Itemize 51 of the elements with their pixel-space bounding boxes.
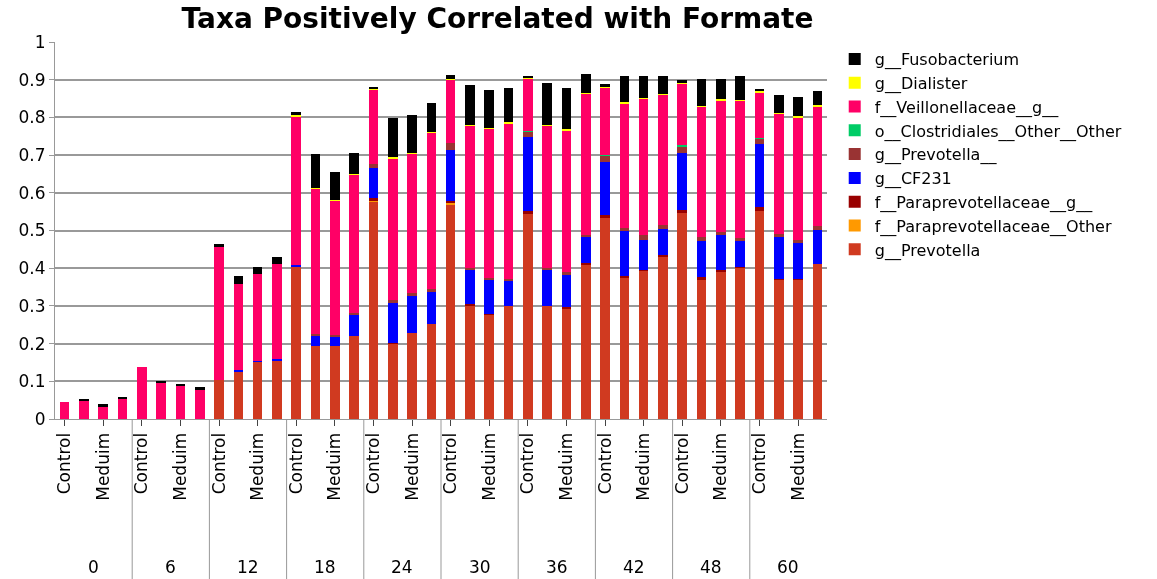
x-tick-label: Control — [671, 432, 692, 495]
legend-label: f__Veillonellaceae__g__ — [874, 97, 1060, 118]
x-tick-label: Control — [440, 432, 461, 495]
y-tick-label: 0.8 — [18, 107, 46, 128]
y-tick-label: 0.1 — [18, 371, 46, 392]
y-tick-label: 0.5 — [18, 220, 46, 241]
x-tick-label: Meduim — [555, 432, 576, 501]
text: 42 — [623, 557, 645, 577]
x-tick-label: Control — [208, 432, 229, 495]
text: 24 — [391, 557, 413, 577]
chart-title: Taxa Positively Correlated with Formate — [181, 2, 814, 36]
text: 0 — [88, 557, 99, 577]
x-tick-label: Meduim — [401, 432, 422, 501]
text: 6 — [165, 557, 176, 577]
text: 30 — [469, 557, 491, 577]
y-tick-label: 0.9 — [18, 69, 46, 90]
legend-label: g__CF231 — [874, 169, 952, 190]
legend-label: g__Prevotella — [874, 240, 981, 261]
y-tick-label: 0.4 — [18, 258, 46, 279]
x-tick-label: Control — [362, 432, 383, 495]
x-tick-label: Meduim — [169, 432, 190, 501]
y-tick-label: 0.2 — [18, 333, 46, 354]
x-tick-label: Meduim — [787, 432, 808, 501]
text: 48 — [700, 557, 722, 577]
x-tick-label: Control — [285, 432, 306, 495]
text: 18 — [314, 557, 336, 577]
x-tick-label: Control — [748, 432, 769, 495]
x-tick-label: Meduim — [633, 432, 654, 501]
y-tick-label: 1 — [34, 31, 46, 52]
x-tick-label: Control — [594, 432, 615, 495]
text: 36 — [546, 557, 568, 577]
x-tick-label: Meduim — [478, 432, 499, 501]
x-tick-label: Control — [131, 432, 152, 495]
legend-label: f__Paraprevotellaceae__Other — [874, 216, 1112, 237]
x-tick-label: Meduim — [247, 432, 268, 501]
text: 12 — [237, 557, 259, 577]
legend-label: g__Fusobacterium — [874, 50, 1020, 71]
legend-label: o__Clostridiales__Other__Other — [874, 121, 1122, 142]
y-tick-label: 0.7 — [18, 145, 46, 166]
x-tick-label: Control — [517, 432, 538, 495]
legend-label: g__Prevotella__ — [874, 145, 998, 166]
x-tick-label: Meduim — [92, 432, 113, 501]
y-tick-label: 0.3 — [18, 295, 46, 316]
legend-label: g__Dialister — [874, 73, 968, 94]
y-tick-label: 0 — [34, 408, 46, 429]
y-tick-label: 0.6 — [18, 182, 46, 203]
x-tick-label: Meduim — [324, 432, 345, 501]
x-tick-label: Meduim — [710, 432, 731, 501]
legend-label: f__Paraprevotellaceae__g__ — [874, 192, 1094, 213]
text: 60 — [777, 557, 799, 577]
x-tick-label: Control — [54, 432, 75, 495]
